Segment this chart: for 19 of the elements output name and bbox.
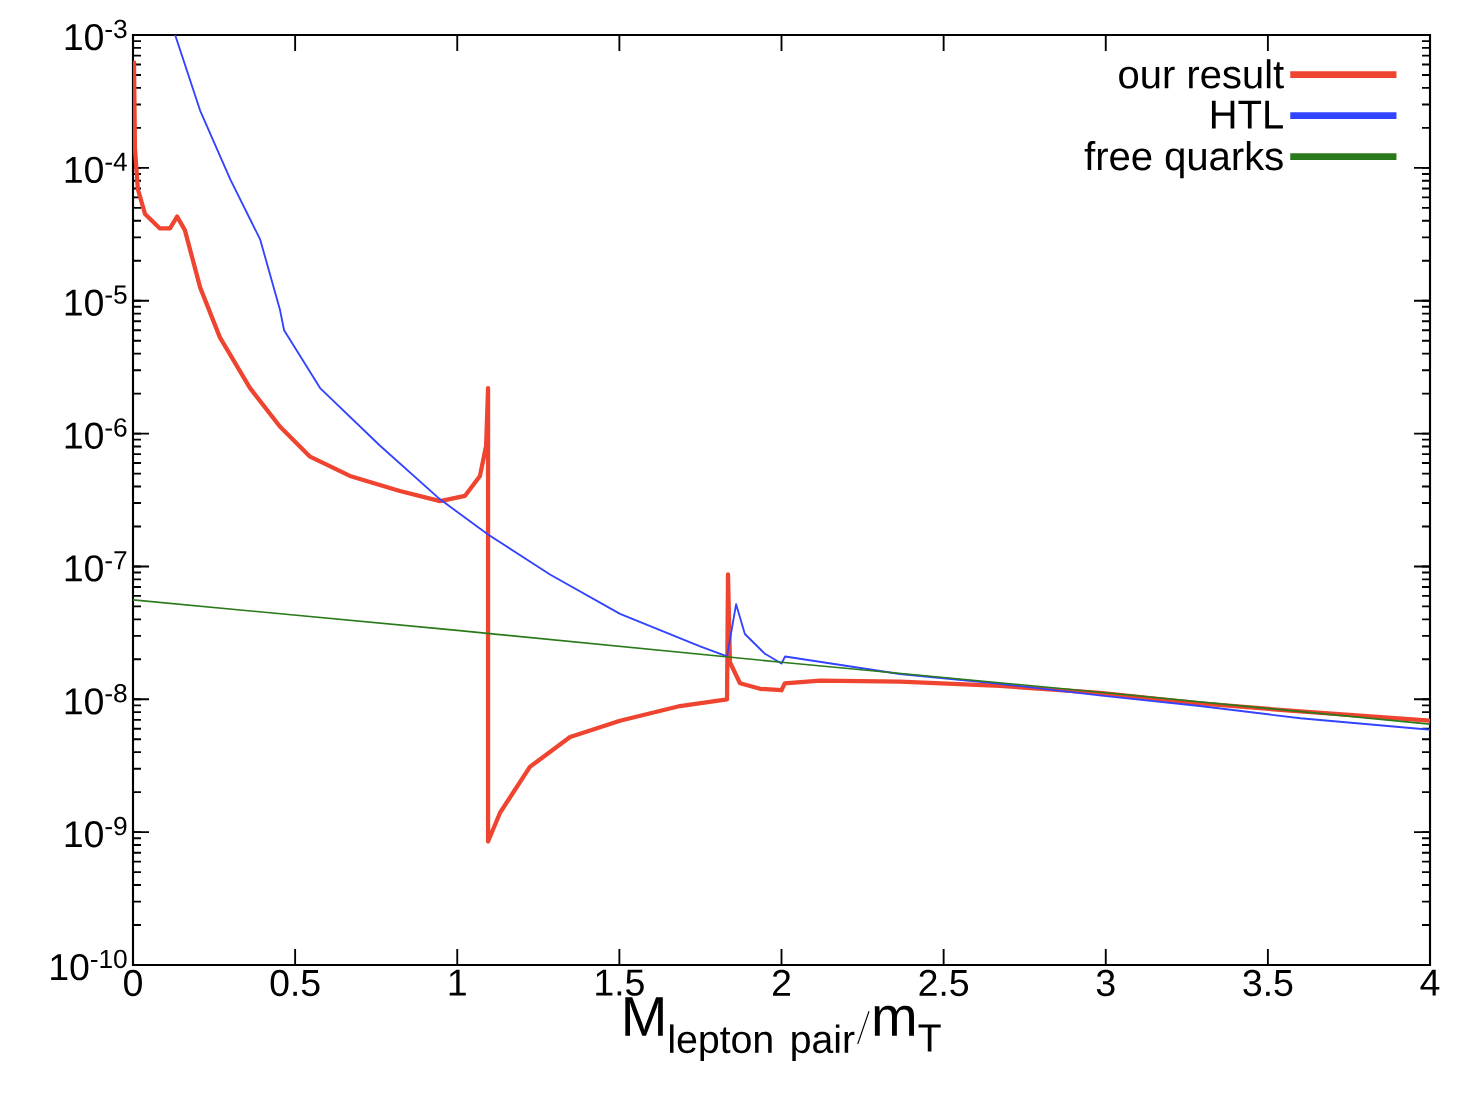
y-tick-label: 10$^{-5}$ [65, 285, 127, 316]
x-tick-label: 2 [773, 969, 791, 996]
legend-label: our result [1119, 59, 1284, 89]
x-tick-label: 3.5 [1243, 969, 1293, 997]
x-tick-label: 1 [449, 969, 466, 996]
legend-label: free quarks [1084, 141, 1283, 179]
x-tick-label: 1.5 [596, 969, 644, 996]
legend-label: HTL [1211, 100, 1283, 129]
x-tick-label: 4 [1420, 969, 1440, 996]
y-tick-label: 10$^{-7}$ [65, 551, 127, 582]
x-tick-label: 3 [1096, 969, 1115, 997]
y-tick-label: 10$^{-4}$ [65, 152, 127, 184]
x-axis-title: $\mathrm{M}_{\mathrm{lepton\ pair}}/\mathrm{m}_{\mathrm{T}}$ [625, 997, 941, 1061]
y-tick-label: 10$^{-9}$ [65, 816, 127, 848]
y-tick-label: 10$^{-8}$ [65, 683, 127, 715]
x-tick-label: 2.5 [919, 969, 969, 997]
y-tick-label: 10$^{-6}$ [65, 418, 127, 449]
x-tick-label: 0.5 [270, 969, 320, 997]
y-tick-label: 10$^{-3}$ [65, 19, 127, 51]
